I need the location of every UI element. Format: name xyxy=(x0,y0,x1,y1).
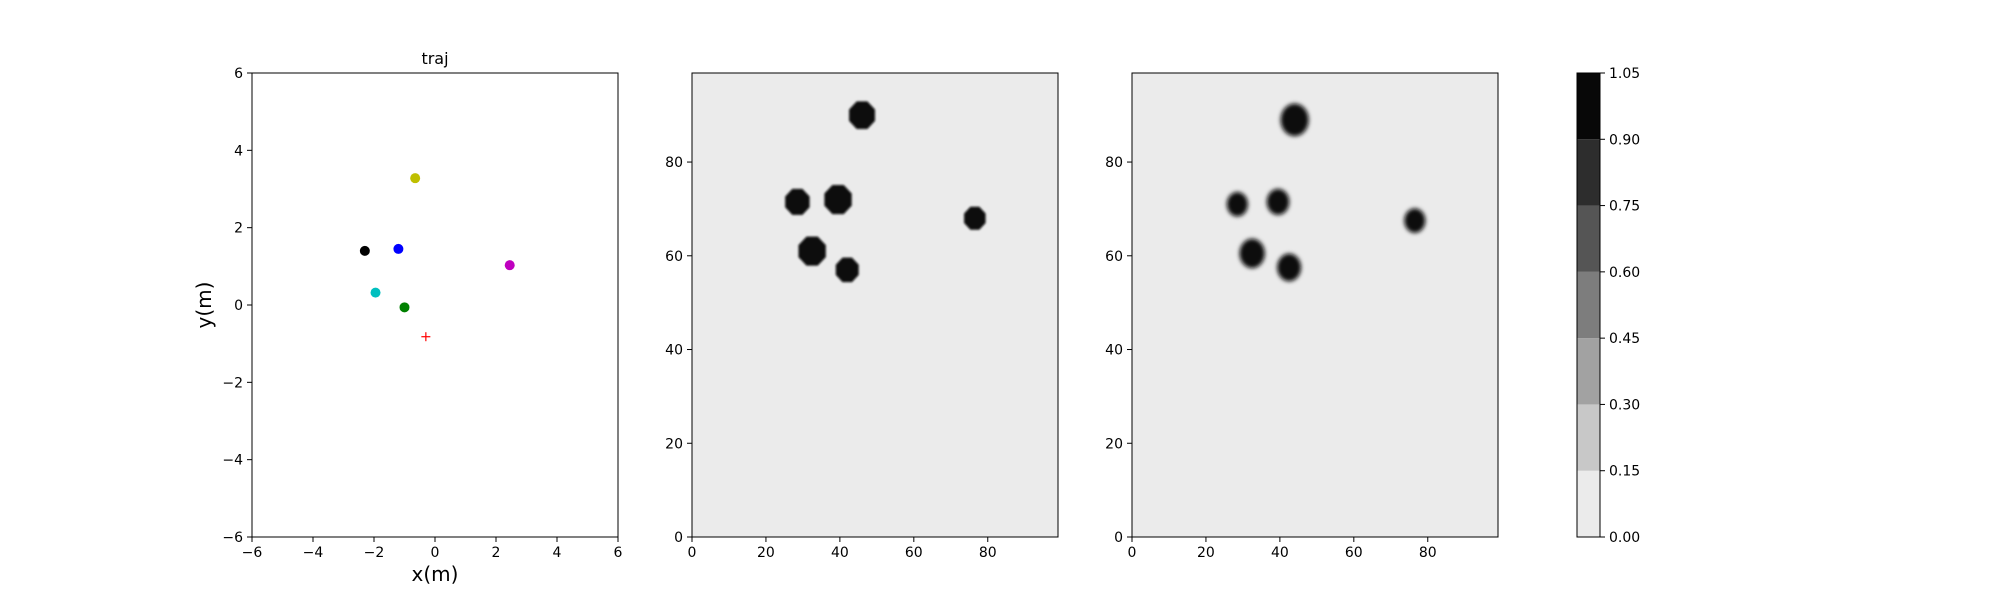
colorbar-segment xyxy=(1577,139,1600,206)
data-point xyxy=(410,173,421,184)
y-tick-label: 6 xyxy=(234,66,243,82)
x-tick-label: −2 xyxy=(364,545,385,561)
x-tick-label: 0 xyxy=(431,545,440,561)
y-tick-label: −6 xyxy=(222,530,243,546)
colorbar-tick-label: 0.00 xyxy=(1609,530,1640,546)
colorbar-segment xyxy=(1577,470,1600,537)
obstacle-blob xyxy=(1266,188,1290,215)
obstacle-blob xyxy=(785,188,810,215)
colorbar-tick-label: 0.75 xyxy=(1609,199,1640,215)
x-tick-label: 40 xyxy=(831,545,849,561)
y-tick-label: 20 xyxy=(1105,436,1123,452)
data-point xyxy=(399,302,410,313)
y-tick-label: 0 xyxy=(674,530,683,546)
data-point xyxy=(370,287,381,298)
x-tick-label: −4 xyxy=(303,545,324,561)
x-tick-label: 0 xyxy=(1128,545,1137,561)
obstacle-layer xyxy=(785,101,986,283)
x-tick-label: 60 xyxy=(905,545,923,561)
data-point xyxy=(504,260,515,271)
y-tick-label: 0 xyxy=(1114,530,1123,546)
y-tick-label: 80 xyxy=(1105,155,1123,171)
occupancy-map-2: 0 20 40 60 80 0 20 40 60 80 xyxy=(1105,72,1499,561)
colorbar-segment xyxy=(1577,271,1600,339)
y-tick-label: 60 xyxy=(1105,249,1123,265)
y-tick-label: −4 xyxy=(222,453,243,469)
colorbar-segment xyxy=(1577,404,1600,471)
y-tick-label: 40 xyxy=(665,343,683,359)
obstacle-blob xyxy=(1239,238,1265,269)
colorbar-tick-label: 1.05 xyxy=(1609,66,1640,82)
x-axis-label: x(m) xyxy=(412,562,459,586)
obstacle-blob xyxy=(835,257,859,283)
chart-title: traj xyxy=(421,49,448,68)
colorbar-tick-label: 0.15 xyxy=(1609,464,1640,480)
y-tick-label: 4 xyxy=(234,143,243,159)
map-frame xyxy=(691,72,1059,538)
obstacle-blob xyxy=(1280,103,1309,137)
obstacle-blob xyxy=(849,101,875,129)
data-point xyxy=(393,243,404,254)
colorbar-frame xyxy=(1576,72,1601,538)
map-background xyxy=(692,73,1058,537)
x-tick-label: 20 xyxy=(1197,545,1215,561)
colorbar-tick-label: 0.60 xyxy=(1609,265,1640,281)
obstacle-blob xyxy=(1277,253,1302,282)
y-tick-label: 2 xyxy=(234,221,243,237)
y-axis-label: y(m) xyxy=(192,282,216,329)
x-tick-label: −6 xyxy=(242,545,263,561)
y-tick-label: −2 xyxy=(222,375,243,391)
x-tick-label: 4 xyxy=(553,545,562,561)
x-tick-label: 80 xyxy=(979,545,997,561)
y-tick-label: 60 xyxy=(665,249,683,265)
colorbar: 0.00 0.15 0.30 0.45 0.60 0.75 0.90 1.05 xyxy=(1576,66,1640,546)
map-frame xyxy=(1131,72,1499,538)
obstacle-blob xyxy=(1404,208,1426,233)
x-tick-label: 2 xyxy=(492,545,501,561)
y-tick-label: 40 xyxy=(1105,343,1123,359)
x-tick-label: 0 xyxy=(688,545,697,561)
x-tick-label: 6 xyxy=(614,545,623,561)
obstacle-blob xyxy=(824,185,852,215)
colorbar-tick-label: 0.30 xyxy=(1609,397,1640,413)
y-tick-label: 0 xyxy=(234,298,243,314)
colorbar-segment xyxy=(1577,338,1600,405)
obstacle-blob xyxy=(1226,192,1248,217)
y-tick-label: 80 xyxy=(665,155,683,171)
x-tick-label: 80 xyxy=(1419,545,1437,561)
colorbar-segment xyxy=(1577,205,1600,272)
obstacle-blob xyxy=(798,236,826,266)
obstacle-blob xyxy=(964,206,986,230)
x-tick-label: 20 xyxy=(757,545,775,561)
occupancy-map-1: 0 20 40 60 80 0 20 40 60 80 xyxy=(665,72,1059,561)
y-tick-label: 20 xyxy=(665,436,683,452)
data-point xyxy=(359,245,370,256)
x-tick-label: 60 xyxy=(1345,545,1363,561)
data-point-plus xyxy=(421,332,431,342)
obstacle-layer xyxy=(1226,103,1426,282)
map-background xyxy=(1132,73,1498,537)
x-tick-label: 40 xyxy=(1271,545,1289,561)
plot-area xyxy=(251,72,619,538)
colorbar-segment xyxy=(1577,73,1600,140)
colorbar-tick-label: 0.90 xyxy=(1609,132,1640,148)
trajectory-plot: −6 −4 −2 0 2 4 6 −6 −4 −2 0 2 4 6 traj x(m) y(m) xyxy=(192,49,623,586)
colorbar-tick-label: 0.45 xyxy=(1609,331,1640,347)
